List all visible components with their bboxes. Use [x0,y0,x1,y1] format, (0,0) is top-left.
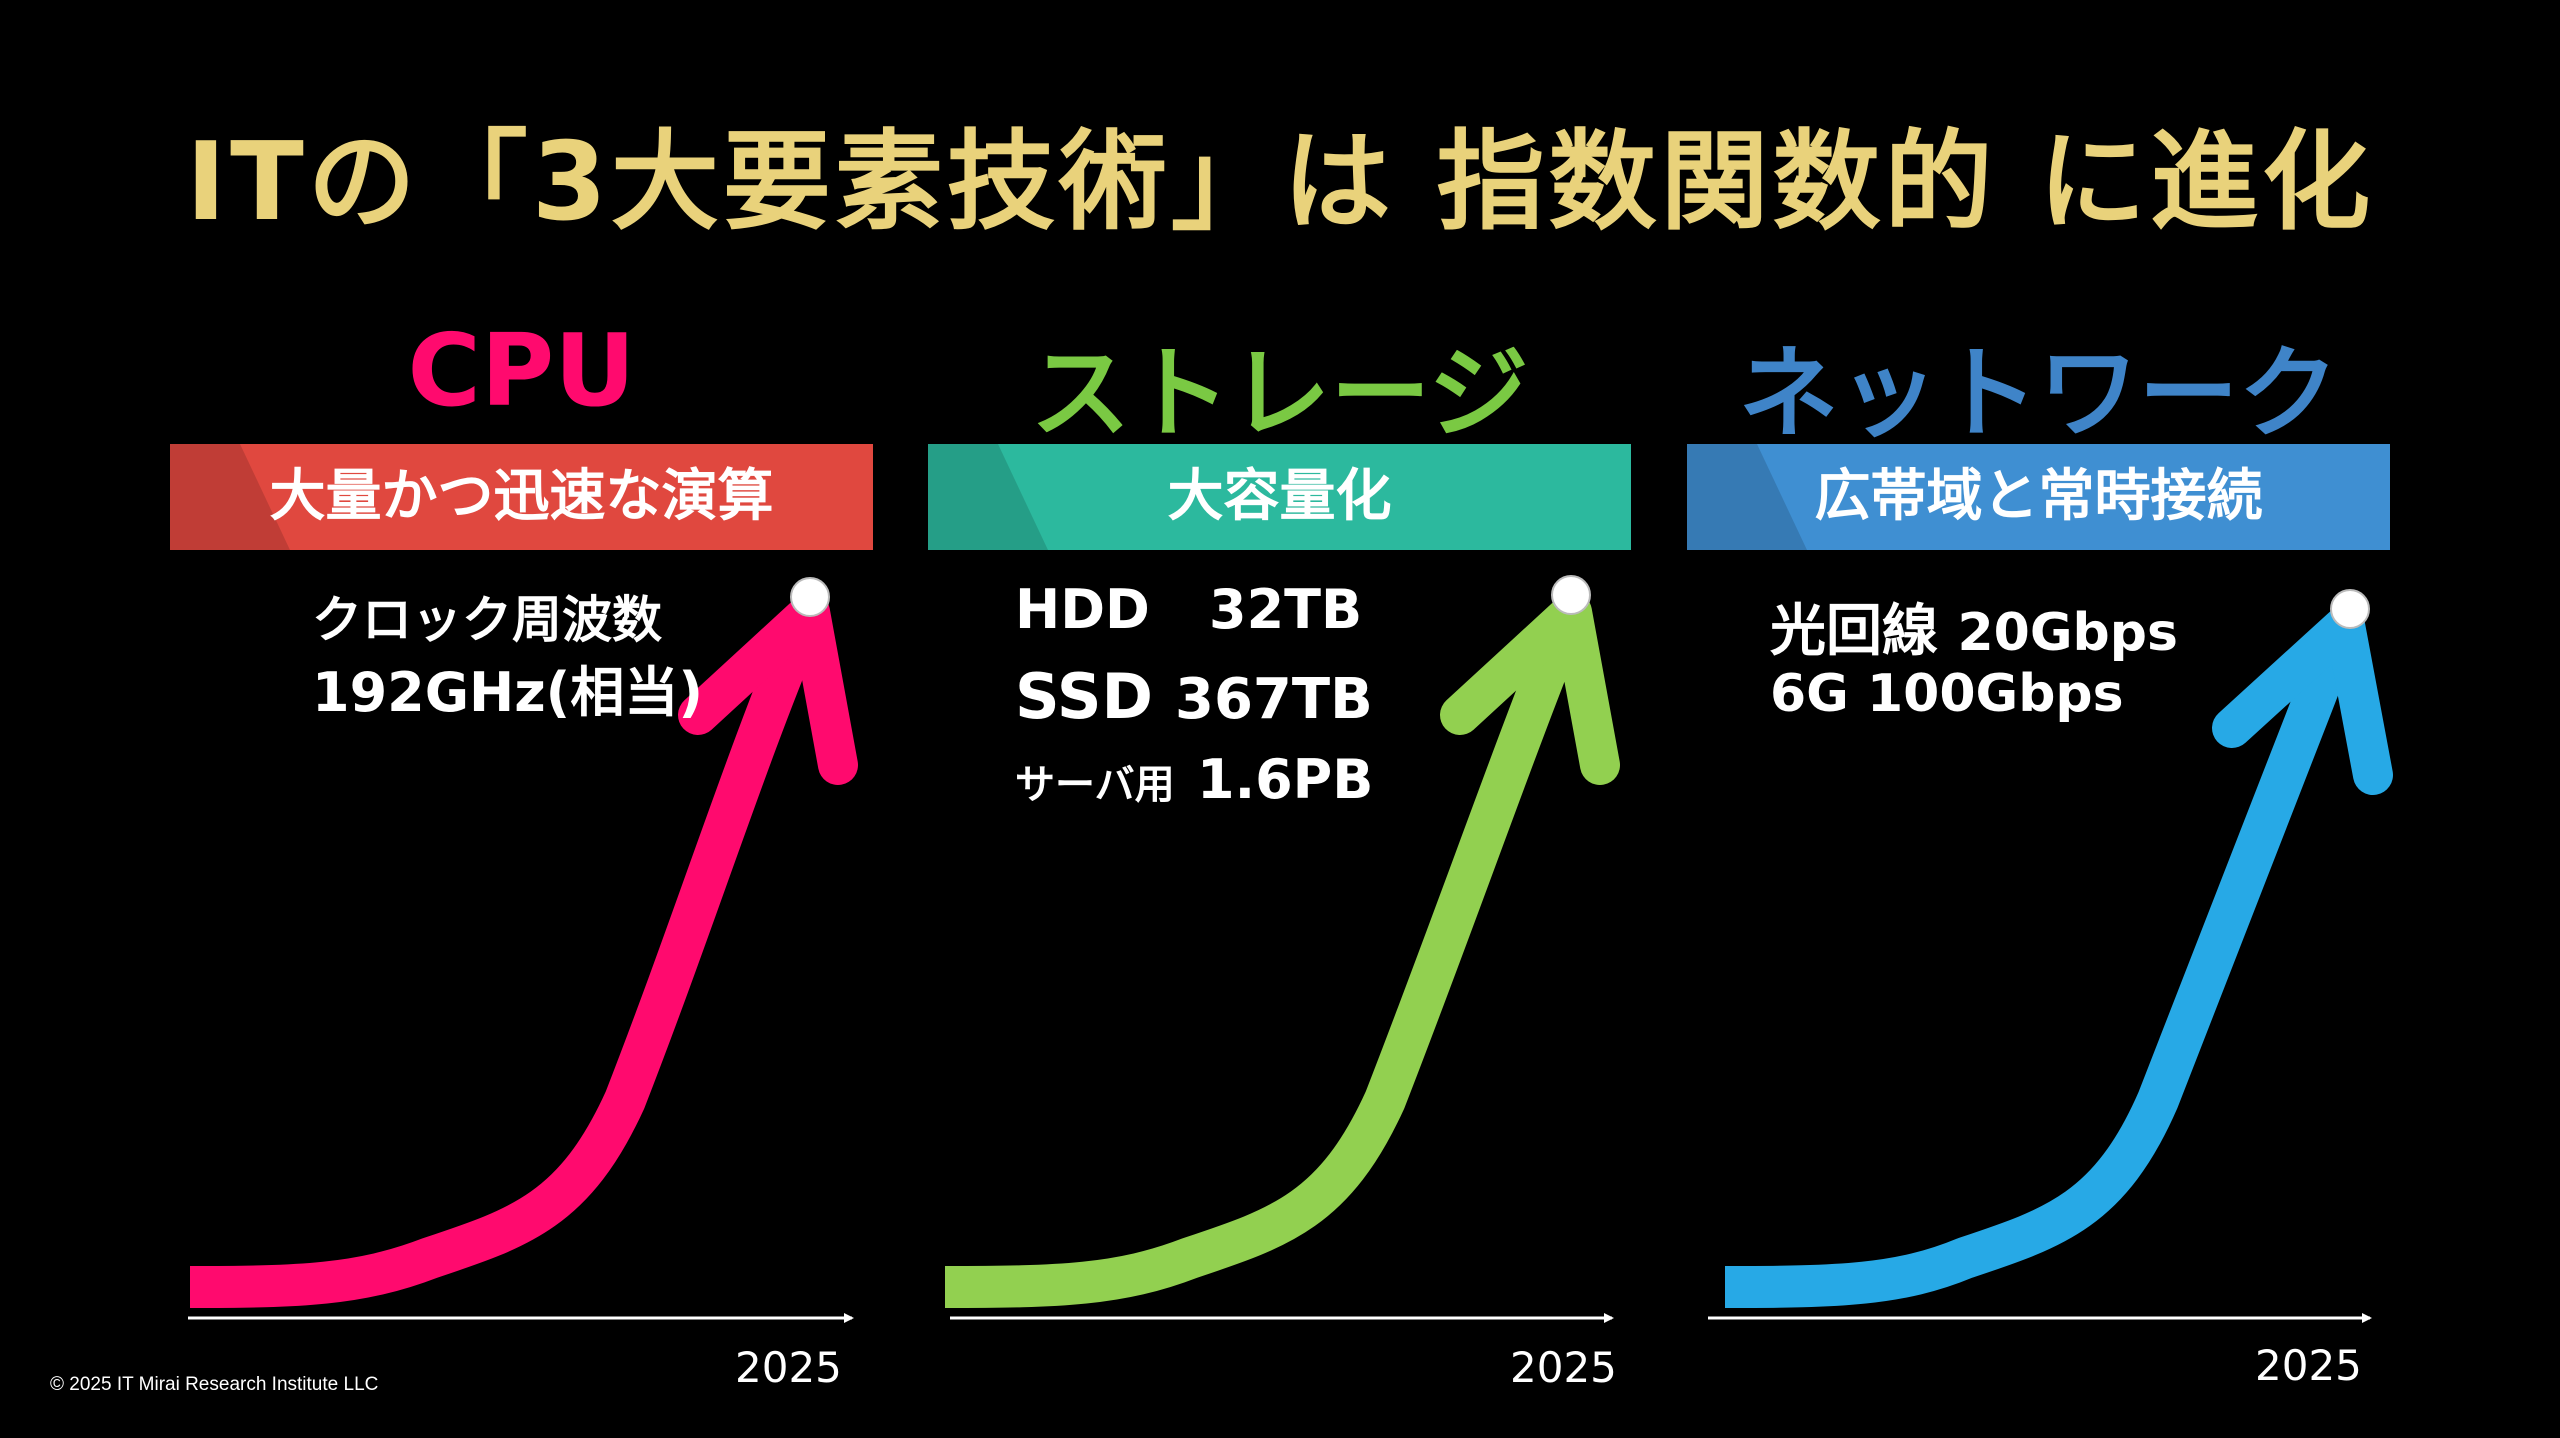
storage-growth [944,575,1620,1323]
storage-banner-label: 大容量化 [1167,464,1392,529]
storage-heading: ストレージ [1030,335,1529,452]
endpoint-dot-icon [790,577,830,617]
server-value: 1.6PB [1197,748,1374,811]
cpu-banner: 大量かつ迅速な演算 [170,444,873,550]
growth-arrow-icon [944,610,1587,1308]
server-label: サーバ用 [1015,762,1175,808]
network-year-label: 2025 [2255,1341,2362,1390]
network-banner: 広帯域と常時接続 [1687,444,2390,550]
cpu-banner-label: 大量かつ迅速な演算 [269,464,774,529]
sixg-label: 6G [1770,664,1849,724]
ssd-value: 367TB [1175,667,1373,732]
sixg-value: 100Gbps [1866,664,2124,724]
cpu-spec-label: クロック周波数 [312,591,662,649]
ssd-label: SSD [1015,660,1153,733]
fiber-value: 20Gbps [1957,603,2178,663]
cpu-heading: CPU [407,312,636,429]
storage-spec-server: サーバ用 1.6PB [1015,748,1373,811]
fiber-label: 光回線 [1770,599,1938,664]
network-spec-6g: 6G 100Gbps [1770,664,2124,724]
hdd-label: HDD [1015,578,1150,641]
network-heading: ネットワーク [1738,335,2339,452]
storage-banner: 大容量化 [928,444,1631,550]
endpoint-dot-icon [2330,589,2370,629]
cpu-spec-value: 192GHz(相当) [312,661,704,724]
network-banner-label: 広帯域と常時接続 [1814,464,2263,529]
copyright: © 2025 IT Mirai Research Institute LLC [50,1374,379,1395]
network-growth [1708,589,2393,1323]
hdd-value: 32TB [1209,578,1363,641]
storage-spec-ssd: SSD 367TB [1015,660,1373,733]
growth-arrow-icon [1724,624,2360,1308]
page-title: ITの「3大要素技術」は 指数関数的 に進化 [185,120,2375,245]
cpu-year-label: 2025 [735,1343,842,1392]
network-spec-fiber: 光回線 20Gbps [1770,586,2178,667]
storage-year-label: 2025 [1510,1343,1617,1392]
cpu-growth [188,577,858,1323]
endpoint-dot-icon [1551,575,1591,615]
growth-arrow-icon [189,609,825,1308]
storage-spec-hdd: HDD 32TB [1015,578,1362,641]
